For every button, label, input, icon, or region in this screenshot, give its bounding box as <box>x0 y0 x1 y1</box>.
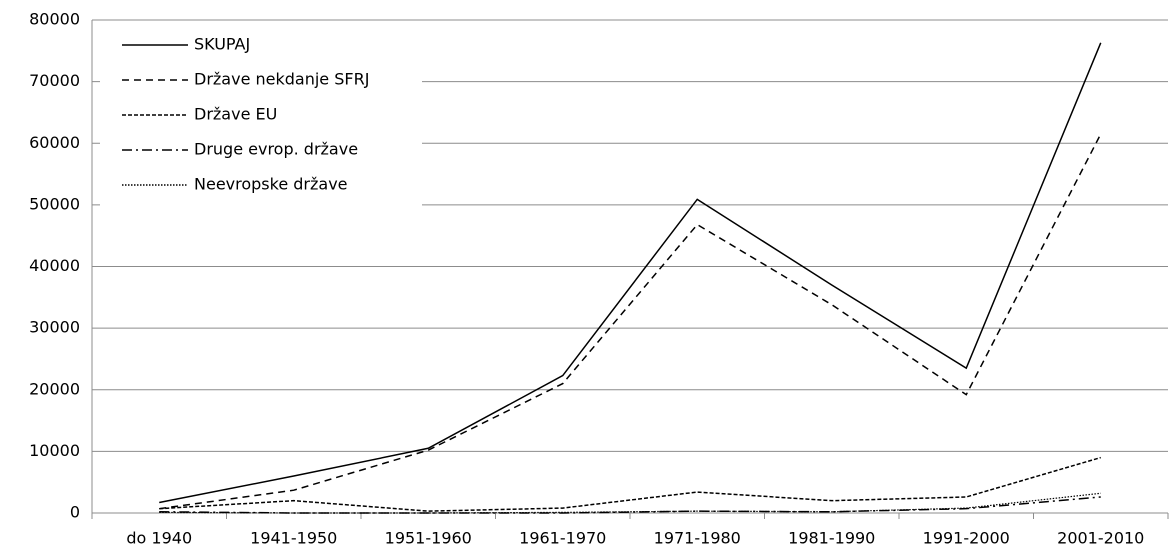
series-line <box>159 133 1102 510</box>
x-tick-label: 1941-1950 <box>250 529 337 548</box>
y-tick-label: 80000 <box>29 10 80 29</box>
y-tick-label: 20000 <box>29 379 80 398</box>
series-line <box>159 456 1101 512</box>
y-tick-label: 40000 <box>29 256 80 275</box>
series-line <box>159 492 1101 514</box>
legend-label: Države nekdanje SFRJ <box>194 70 369 89</box>
legend-box <box>100 28 422 206</box>
x-tick-label: 1951-1960 <box>385 529 472 548</box>
x-tick-label: 1961-1970 <box>519 529 606 548</box>
y-tick-label: 0 <box>70 503 80 522</box>
x-tick-label: 1991-2000 <box>923 529 1010 548</box>
legend-label: Države EU <box>194 105 277 124</box>
series-line <box>159 496 1101 514</box>
legend-label: Druge evrop. države <box>194 140 358 159</box>
x-tick-label: 2001-2010 <box>1057 529 1144 548</box>
legend-label: Neevropske države <box>194 175 348 194</box>
y-tick-label: 60000 <box>29 133 80 152</box>
series-line <box>159 42 1102 504</box>
y-tick-label: 30000 <box>29 318 80 337</box>
y-tick-label: 70000 <box>29 71 80 90</box>
x-tick-label: 1971-1980 <box>654 529 741 548</box>
x-tick-label: do 1940 <box>126 529 192 548</box>
x-tick-label: 1981-1990 <box>788 529 875 548</box>
y-tick-label: 10000 <box>29 441 80 460</box>
legend-label: SKUPAJ <box>194 35 250 54</box>
y-tick-label: 50000 <box>29 194 80 213</box>
